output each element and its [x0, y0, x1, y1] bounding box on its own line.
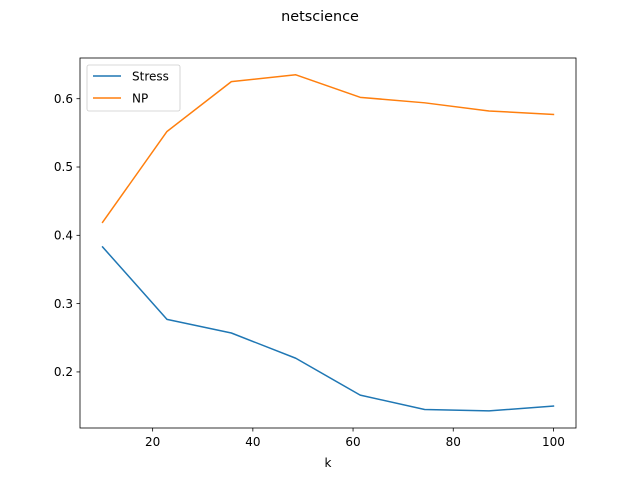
x-axis: 20 40 60 80 100	[145, 428, 565, 449]
x-tick-label: 80	[446, 435, 461, 449]
x-axis-label: k	[325, 456, 332, 470]
plot-area	[80, 58, 576, 428]
y-tick-label: 0.3	[54, 297, 73, 311]
legend-label-stress: Stress	[132, 69, 169, 83]
series-line-stress	[101, 245, 555, 412]
legend: Stress NP	[86, 64, 181, 112]
y-tick-label: 0.4	[54, 229, 73, 243]
x-tick-label: 20	[145, 435, 160, 449]
series-line-np	[101, 74, 555, 224]
x-tick-label: 40	[245, 435, 260, 449]
x-tick-label: 60	[345, 435, 360, 449]
y-axis: 0.2 0.3 0.4 0.5 0.6	[54, 92, 80, 379]
plot-frame	[79, 57, 577, 429]
y-tick-label: 0.6	[54, 92, 73, 106]
x-tick-label: 100	[542, 435, 565, 449]
series-lines	[101, 74, 555, 412]
y-tick-label: 0.2	[54, 365, 73, 379]
y-tick-label: 0.5	[54, 160, 73, 174]
legend-label-np: NP	[132, 91, 148, 105]
chart-title: netscience	[281, 9, 359, 25]
